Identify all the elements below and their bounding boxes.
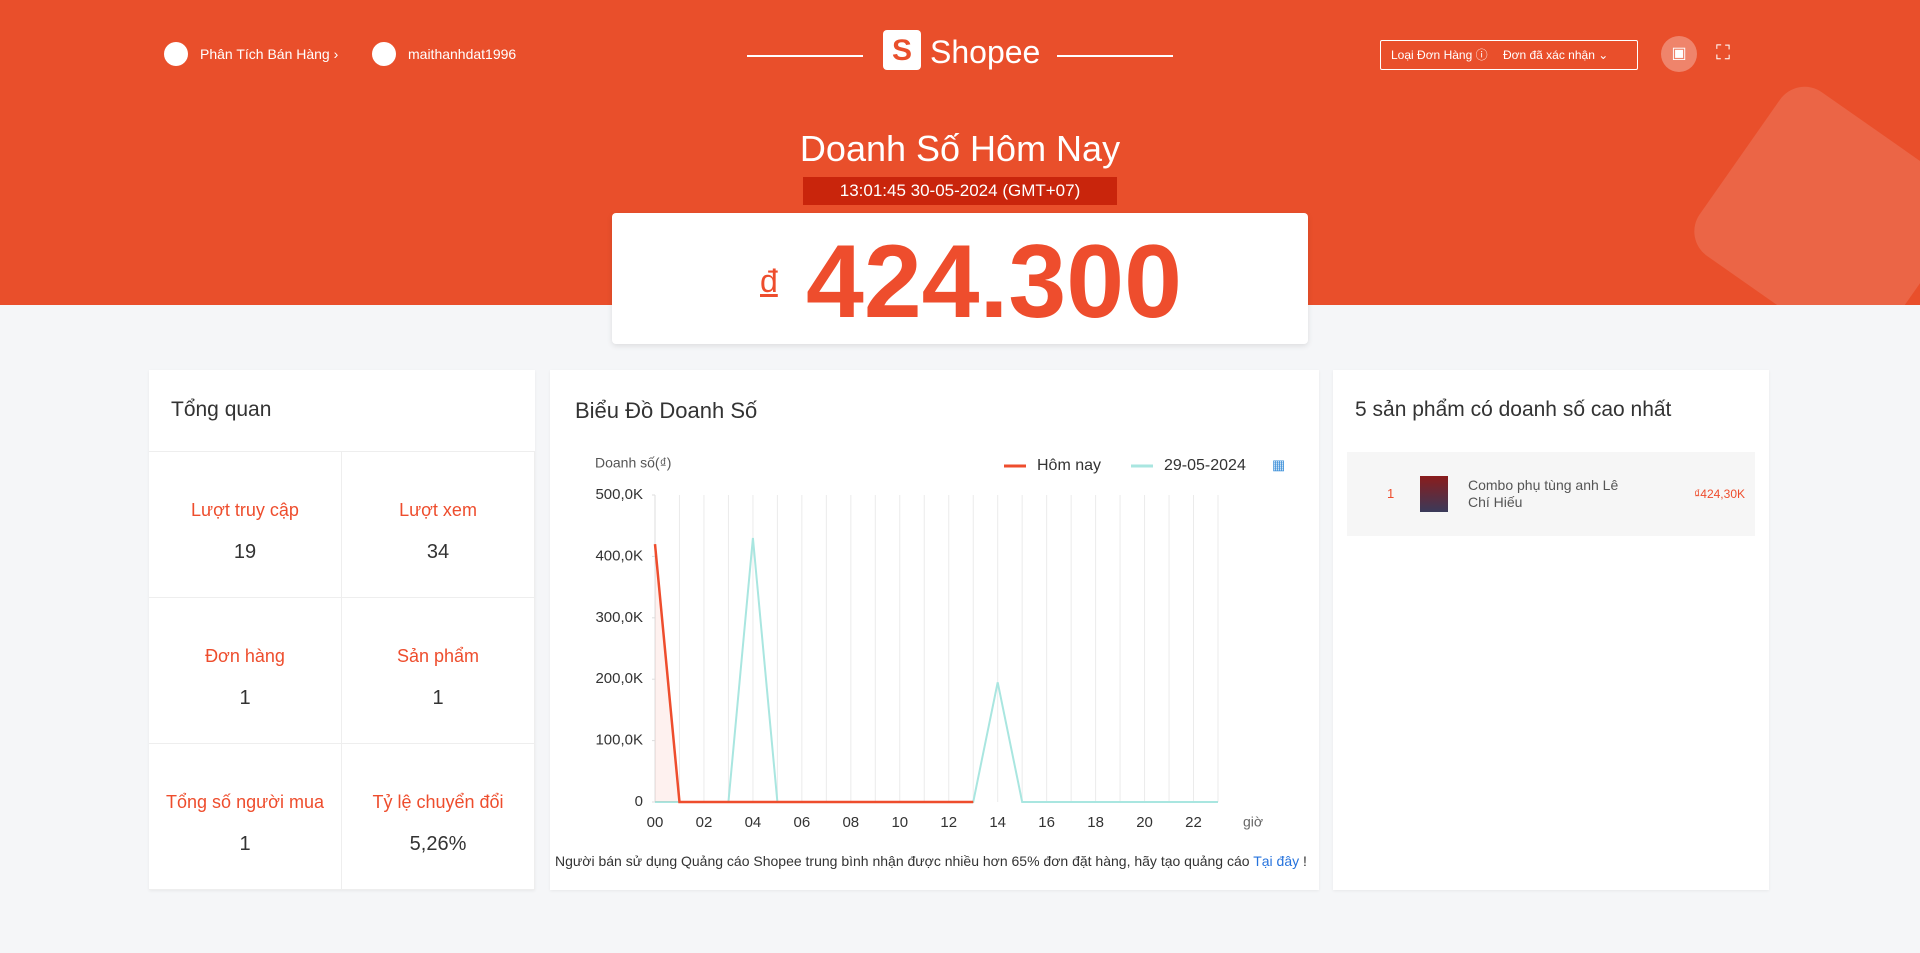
product-image [1420,476,1448,512]
fullscreen-button[interactable]: ⛶ [1716,42,1730,64]
metric: Lượt truy cập 19 [149,452,342,598]
legend-label: 29-05-2024 [1164,457,1246,474]
metric-label: Lượt truy cập [191,500,299,520]
metric-label: Sản phẩm [396,646,480,666]
calendar-icon[interactable]: ▦ [1272,457,1285,473]
decor [1682,74,1920,305]
metric-value: 5,26% [409,833,467,855]
y-tick-label: 500,0K [595,486,643,503]
x-tick-label: 20 [1136,814,1153,831]
y-axis-label: Doanh số(₫) [595,455,671,471]
x-tick-label: 22 [1185,814,1202,831]
product-sales: ₫424,30K [1694,487,1745,501]
y-tick-label: 200,0K [595,670,643,687]
overview-panel: Tổng quan Lượt truy cập 19 Lượt xem 34 Đơn h… [149,370,535,890]
username: maithanhdat1996 [408,46,517,62]
amount: 424.300 [806,224,1182,340]
metric-value: 19 [233,541,257,563]
y-tick-label: 0 [635,793,643,810]
top-products-panel: 5 sản phẩm có doanh số cao nhất 1 Combo p… [1333,370,1769,890]
metric: Lượt xem 34 [342,452,535,598]
logo-bag: S [883,30,921,70]
metric-label: Tỷ lệ chuyển đổi [372,792,504,812]
panel-title: 5 sản phẩm có doanh số cao nhất [1355,398,1672,421]
x-tick-label: 14 [989,814,1006,831]
metric-label: Đơn hàng [205,646,285,666]
x-tick-label: 00 [647,814,664,831]
metric: Tổng số người mua 1 [149,744,342,890]
chart: Biểu Đồ Doanh Số Doanh số(₫) giờ ▦ 00 02 0… [575,398,1285,831]
y-tick-label: 300,0K [595,609,643,626]
x-tick-label: 06 [794,814,811,831]
nav-link[interactable]: Phân Tích Bán Hàng › [200,46,339,62]
metric-value: 1 [239,833,251,855]
metric-value: 1 [239,687,251,709]
series-line [655,537,1218,803]
panel-title: Tổng quan [171,398,272,421]
x-tick-label: 02 [696,814,713,831]
divider [1057,55,1173,57]
hero-time: 13:01:45 30-05-2024 (GMT+07) [803,177,1117,205]
metric-label: Tổng số người mua [166,792,324,812]
x-tick-label: 10 [891,814,908,831]
metric: Đơn hàng 1 [149,598,342,744]
chart-panel: Biểu Đồ Doanh Số Doanh số(₫) giờ ▦ 00 02 0… [550,370,1319,890]
rank: 1 [1387,486,1395,501]
metric-value: 34 [426,541,450,563]
legend-label: Hôm nay [1037,457,1101,474]
chart-title: Biểu Đồ Doanh Số [575,398,757,423]
select-value: Đơn đã xác nhận [1502,48,1595,62]
note-text: Người bán sử dụng Quảng cáo Shopee trung… [555,853,1250,869]
amount-card: đ 424.300 [612,213,1308,344]
product-name: Combo phụ tùng anh Lê Chí Hiếu [1468,477,1619,510]
overview-grid: Lượt truy cập 19 Lượt xem 34 Đơn hàng 1 Sản ph… [149,451,535,891]
avatar [372,42,396,66]
series-line [653,544,974,804]
x-tick-label: 16 [1038,814,1055,831]
x-tick-label: 12 [940,814,957,831]
hero-title: Doanh Số Hôm Nay [799,128,1121,169]
ad-note: Người bán sử dụng Quảng cáo Shopee trung… [555,853,1307,869]
y-tick-label: 400,0K [595,547,643,564]
nav-text: Phân Tích Bán Hàng [200,46,330,62]
divider [747,55,863,57]
image-button[interactable]: ▣ [1661,36,1697,72]
order-type-select[interactable]: Loại Đơn Hàng ⓘ Đơn đã xác nhận ⌄ [1380,40,1638,70]
metric: Sản phẩm 1 [342,598,535,744]
metric-label: Lượt xem [399,500,477,520]
area [655,544,974,802]
y-tick-label: 100,0K [595,732,643,749]
currency: đ [760,263,778,299]
x-tick-label: 08 [842,814,859,831]
product-row: 1 Combo phụ tùng anh Lê Chí Hiếu ₫424,30K [1347,452,1755,536]
x-tick-label: 04 [745,814,762,831]
x-axis-label: giờ [1243,814,1263,830]
metric: Tỷ lệ chuyển đổi 5,26% [342,744,535,890]
note-end: ! [1303,853,1307,869]
logo: Shopee [930,34,1041,70]
select-label: Loại Đơn Hàng [1391,48,1473,62]
product-list: 1 Combo phụ tùng anh Lê Chí Hiếu ₫424,30K [1347,452,1755,540]
x-tick-label: 18 [1087,814,1104,831]
note-link[interactable]: Tại đây [1253,853,1300,869]
nav-icon [164,42,188,66]
metric-value: 1 [432,687,444,709]
